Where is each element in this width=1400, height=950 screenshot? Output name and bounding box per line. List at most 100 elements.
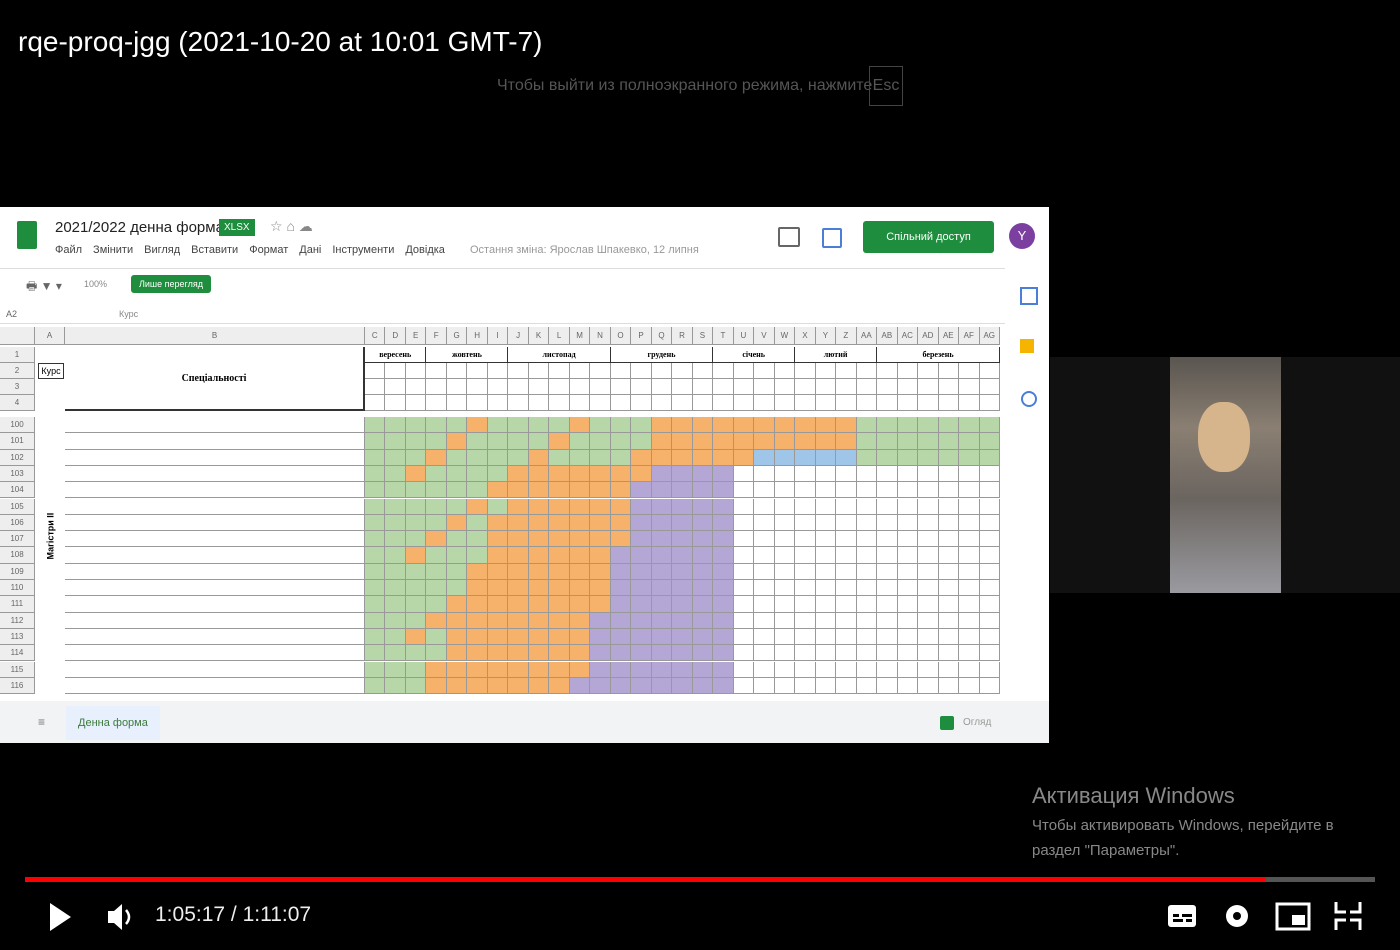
cell	[918, 379, 939, 395]
cell	[672, 363, 693, 379]
cell	[938, 395, 960, 411]
cell	[508, 645, 529, 662]
cell	[672, 547, 693, 564]
comments-icon[interactable]	[778, 227, 800, 247]
cell	[426, 612, 447, 629]
volume-button[interactable]	[108, 904, 131, 930]
cell	[487, 531, 509, 548]
side-icon[interactable]	[1020, 287, 1038, 305]
cell	[487, 514, 509, 532]
cell	[672, 645, 693, 662]
avatar[interactable]: Y	[1009, 223, 1035, 249]
cell	[672, 661, 693, 678]
cell	[385, 433, 406, 450]
cell	[508, 465, 529, 483]
menu-item[interactable]: Змінити	[93, 244, 134, 256]
cell	[651, 531, 673, 548]
column-header: D	[385, 327, 406, 345]
cell	[446, 580, 468, 597]
subtitles-button[interactable]	[1168, 905, 1196, 927]
menu-item[interactable]: Формат	[249, 244, 289, 256]
cell	[877, 417, 898, 434]
side-icon[interactable]	[1020, 339, 1034, 353]
cell	[549, 563, 570, 580]
play-button[interactable]	[50, 903, 71, 931]
cell	[651, 547, 673, 564]
cell	[856, 465, 878, 483]
cell	[610, 645, 632, 662]
cell	[713, 395, 734, 411]
menu-item[interactable]: Інструменти	[332, 244, 395, 256]
cell	[815, 677, 837, 695]
cell	[405, 449, 427, 466]
cell	[774, 514, 796, 532]
cell	[672, 563, 693, 580]
mode-button[interactable]: Лише перегляд	[131, 275, 212, 293]
cell	[610, 563, 632, 580]
cell	[385, 449, 406, 466]
cell	[877, 677, 898, 695]
cell	[713, 417, 734, 434]
column-header: Y	[815, 327, 837, 345]
cell	[856, 433, 878, 450]
cell	[795, 661, 816, 678]
cell	[590, 661, 611, 678]
cell	[467, 531, 488, 548]
cell	[651, 596, 673, 613]
all-sheets[interactable]: ≡	[38, 715, 46, 729]
menu-item[interactable]: Файл	[55, 244, 83, 256]
cell	[918, 563, 939, 580]
menu-item[interactable]: Довідка	[405, 244, 445, 256]
cell	[487, 612, 509, 629]
cell	[467, 547, 488, 564]
cell	[856, 612, 878, 629]
menu-item[interactable]: Вставити	[191, 244, 239, 256]
cell	[733, 580, 755, 597]
zoom[interactable]: 100%	[84, 279, 108, 289]
meet-icon[interactable]	[822, 228, 842, 248]
settings-button[interactable]	[1226, 905, 1248, 927]
cell	[774, 596, 796, 613]
cell	[528, 677, 550, 695]
cell	[365, 612, 386, 629]
cell	[590, 645, 611, 662]
cell	[713, 531, 734, 548]
cell	[508, 482, 529, 499]
cell	[651, 417, 673, 434]
month-header: лютий	[795, 347, 878, 363]
cell	[959, 628, 980, 646]
cell	[426, 465, 447, 483]
column-header: R	[672, 327, 693, 345]
cell	[959, 433, 980, 450]
cell	[795, 498, 816, 515]
cell	[774, 498, 796, 515]
cell	[918, 531, 939, 548]
menu-item[interactable]: Вигляд	[144, 244, 181, 256]
cell	[979, 563, 1000, 580]
share-button[interactable]: Спільний доступ	[863, 221, 994, 253]
miniplayer-button[interactable]	[1275, 902, 1311, 931]
row-header: 112	[0, 612, 35, 629]
sheet-tab[interactable]: Денна форма	[66, 706, 160, 740]
side-icon[interactable]	[1021, 391, 1037, 407]
progress-track[interactable]	[25, 877, 1375, 882]
explore-icon[interactable]	[940, 716, 954, 730]
cell	[508, 661, 529, 678]
cell	[365, 379, 386, 395]
cell	[405, 417, 427, 434]
cell	[877, 379, 898, 395]
cell	[856, 449, 878, 466]
cell	[754, 661, 775, 678]
cell	[754, 514, 775, 532]
menu-item[interactable]: Дані	[299, 244, 322, 256]
explore[interactable]: Огляд	[963, 717, 992, 728]
cell	[365, 363, 386, 379]
exit-fullscreen-button[interactable]	[1334, 902, 1362, 930]
cell	[918, 482, 939, 499]
cell	[877, 563, 898, 580]
cell	[918, 645, 939, 662]
cell	[651, 677, 673, 695]
cell	[365, 596, 386, 613]
cell	[918, 417, 939, 434]
cell	[795, 612, 816, 629]
